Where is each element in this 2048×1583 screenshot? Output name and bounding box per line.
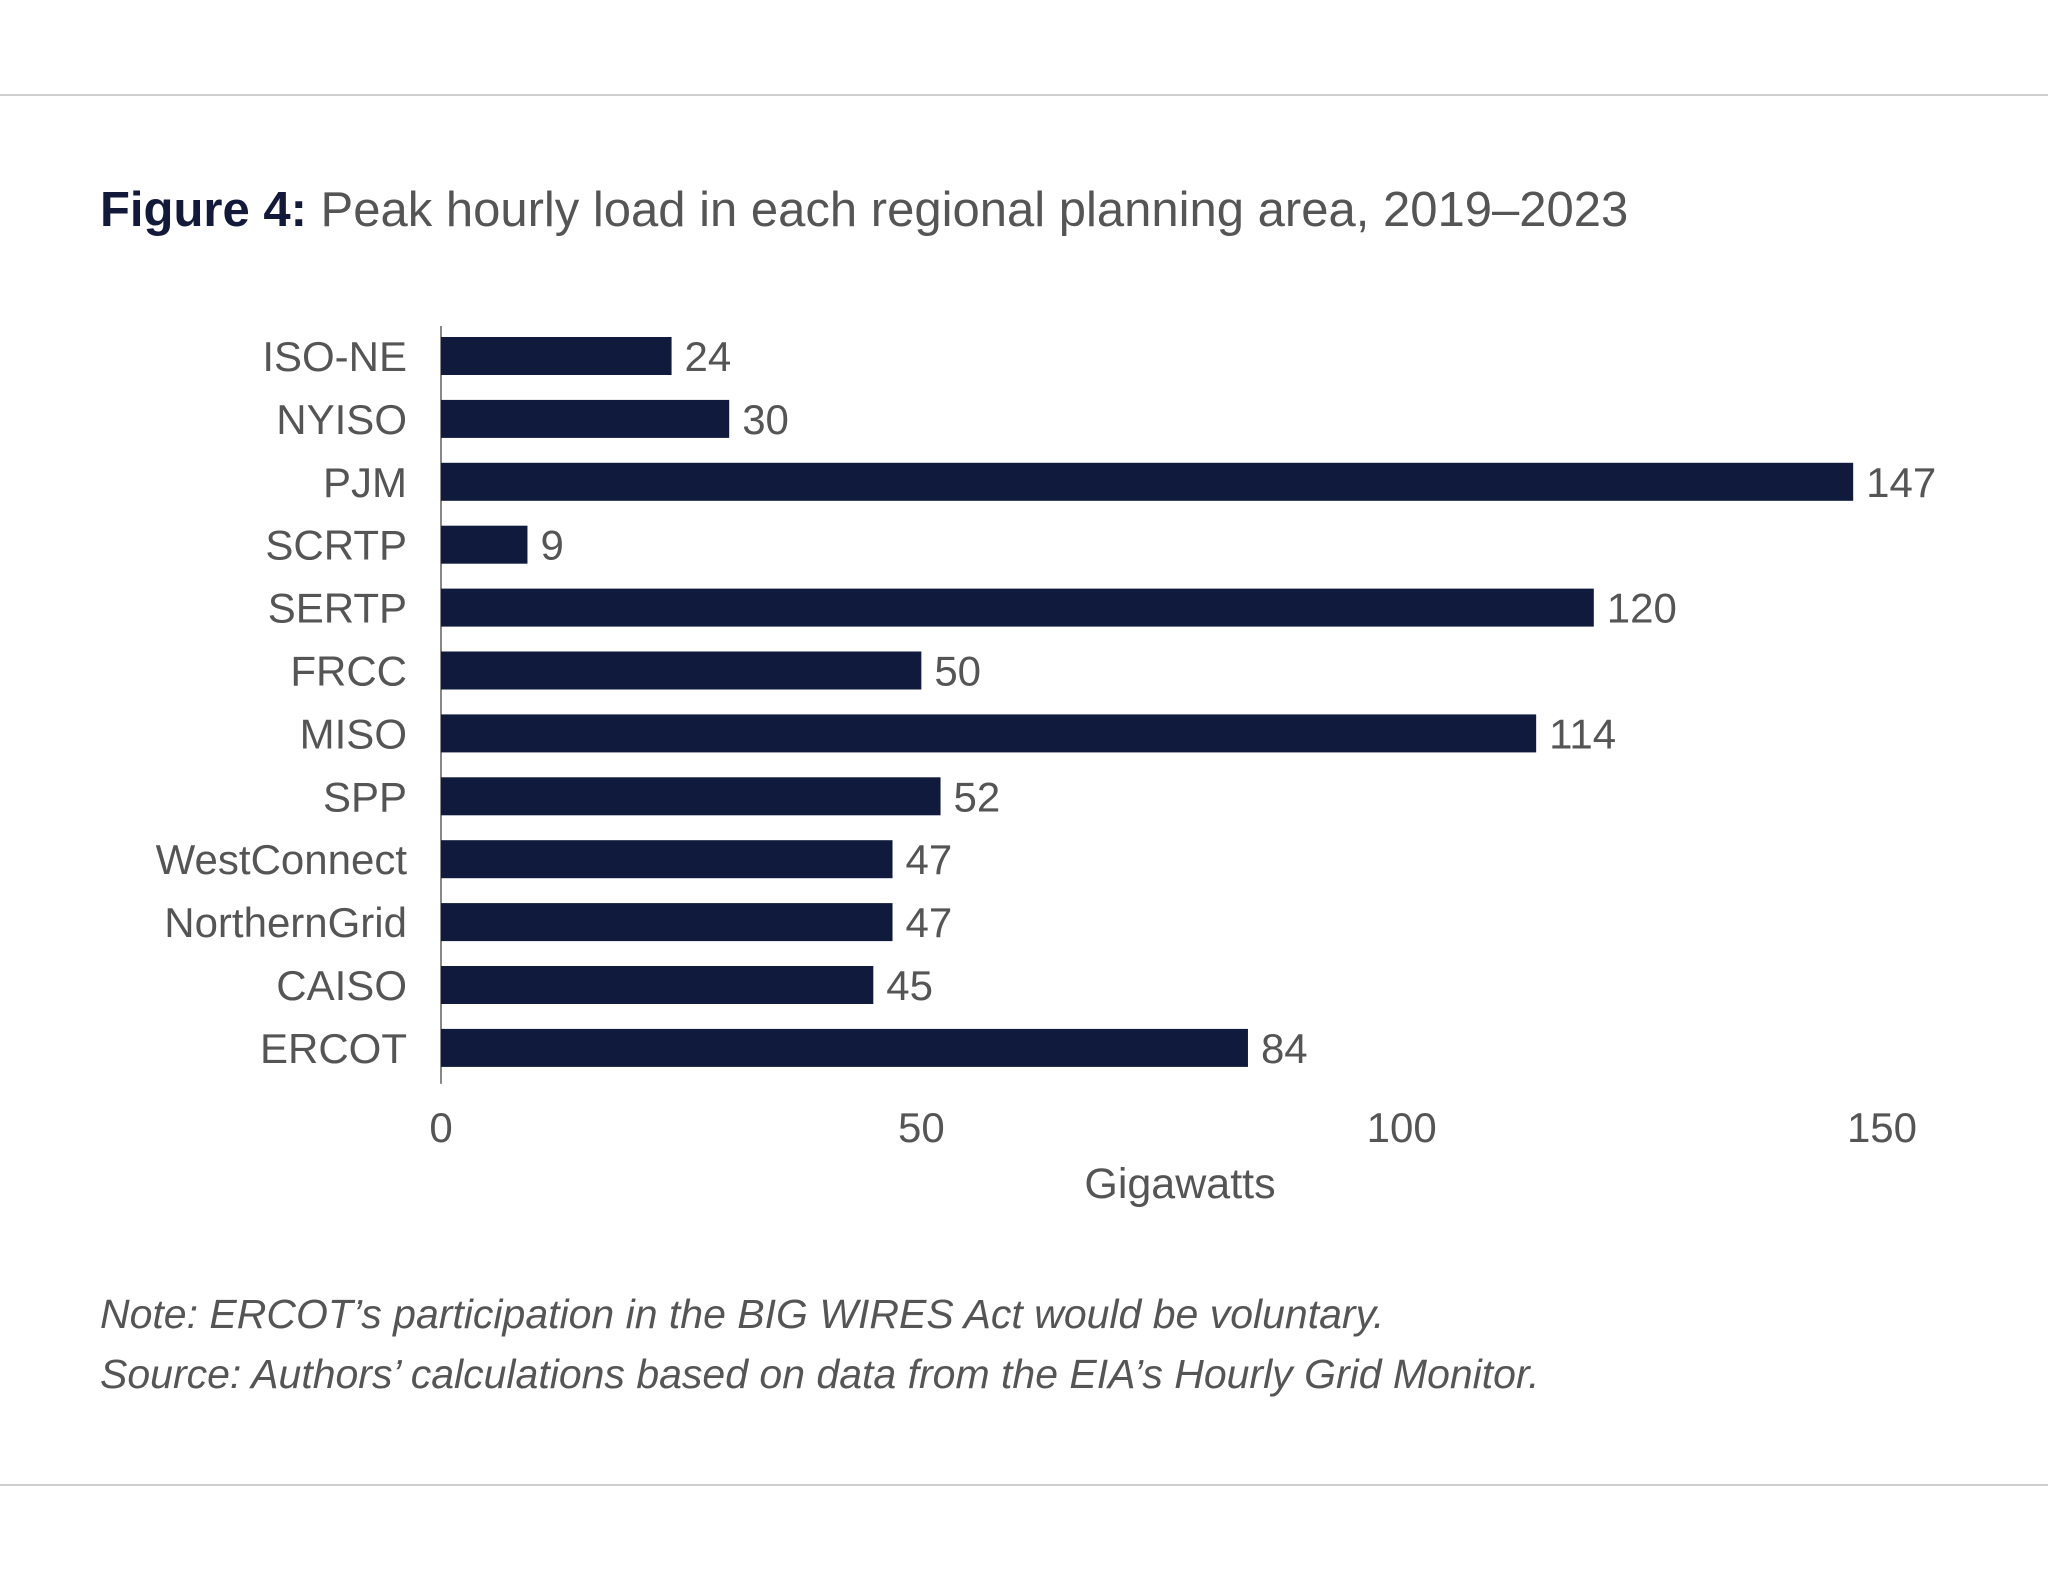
bar xyxy=(441,337,672,375)
figure-title-text: Peak hourly load in each regional planni… xyxy=(320,183,1629,237)
bar xyxy=(441,777,941,816)
data-label: 24 xyxy=(685,333,732,380)
category-label: CAISO xyxy=(276,962,407,1009)
x-tick-label: 50 xyxy=(898,1104,945,1151)
x-tick-label: 0 xyxy=(429,1104,452,1151)
bottom-divider xyxy=(0,1484,2048,1486)
bar-chart: ISO-NE 24 NYISO 30 PJM 147 SCRTP 9 SERTP 120 FRCC 5… xyxy=(156,326,1936,1208)
data-label: 45 xyxy=(886,962,933,1009)
data-label: 47 xyxy=(906,899,953,946)
bar xyxy=(441,966,874,1004)
bar xyxy=(441,651,922,690)
category-label: ERCOT xyxy=(260,1025,407,1072)
data-label: 47 xyxy=(906,836,953,883)
top-divider xyxy=(0,94,2048,96)
category-label: ISO-NE xyxy=(262,333,407,380)
bar xyxy=(441,903,893,942)
category-label: SPP xyxy=(323,773,407,820)
bar xyxy=(441,399,730,438)
figure-label: Figure 4: xyxy=(100,183,307,237)
data-label: 52 xyxy=(954,773,1001,820)
category-label: SERTP xyxy=(268,585,407,632)
source-text: Source: Authors’ calculations based on d… xyxy=(100,1351,1540,1397)
note-text: Note: ERCOT’s participation in the BIG W… xyxy=(100,1291,1385,1337)
category-label: NorthernGrid xyxy=(164,899,407,946)
category-label: SCRTP xyxy=(265,522,407,569)
category-label: PJM xyxy=(323,459,407,506)
bar xyxy=(441,714,1537,753)
category-label: FRCC xyxy=(290,648,407,695)
data-label: 30 xyxy=(742,396,789,443)
x-axis-title: Gigawatts xyxy=(1084,1160,1275,1208)
bar xyxy=(441,588,1594,627)
chart-title: Figure 4: Peak hourly load in each regio… xyxy=(100,182,1628,238)
bar xyxy=(441,462,1854,501)
category-label: WestConnect xyxy=(156,836,408,883)
data-label: 114 xyxy=(1549,710,1616,757)
x-tick-label: 150 xyxy=(1847,1104,1917,1151)
bar xyxy=(441,525,528,564)
data-label: 84 xyxy=(1261,1025,1308,1072)
data-label: 120 xyxy=(1607,585,1677,632)
category-label: MISO xyxy=(300,710,407,757)
category-label: NYISO xyxy=(276,396,407,443)
chart-notes: Note: ERCOT’s participation in the BIG W… xyxy=(100,1284,1540,1404)
data-label: 147 xyxy=(1866,459,1936,506)
data-label: 50 xyxy=(934,648,981,695)
x-tick-label: 100 xyxy=(1367,1104,1437,1151)
data-label: 9 xyxy=(540,522,563,569)
bar xyxy=(441,840,893,879)
bar xyxy=(441,1028,1248,1067)
